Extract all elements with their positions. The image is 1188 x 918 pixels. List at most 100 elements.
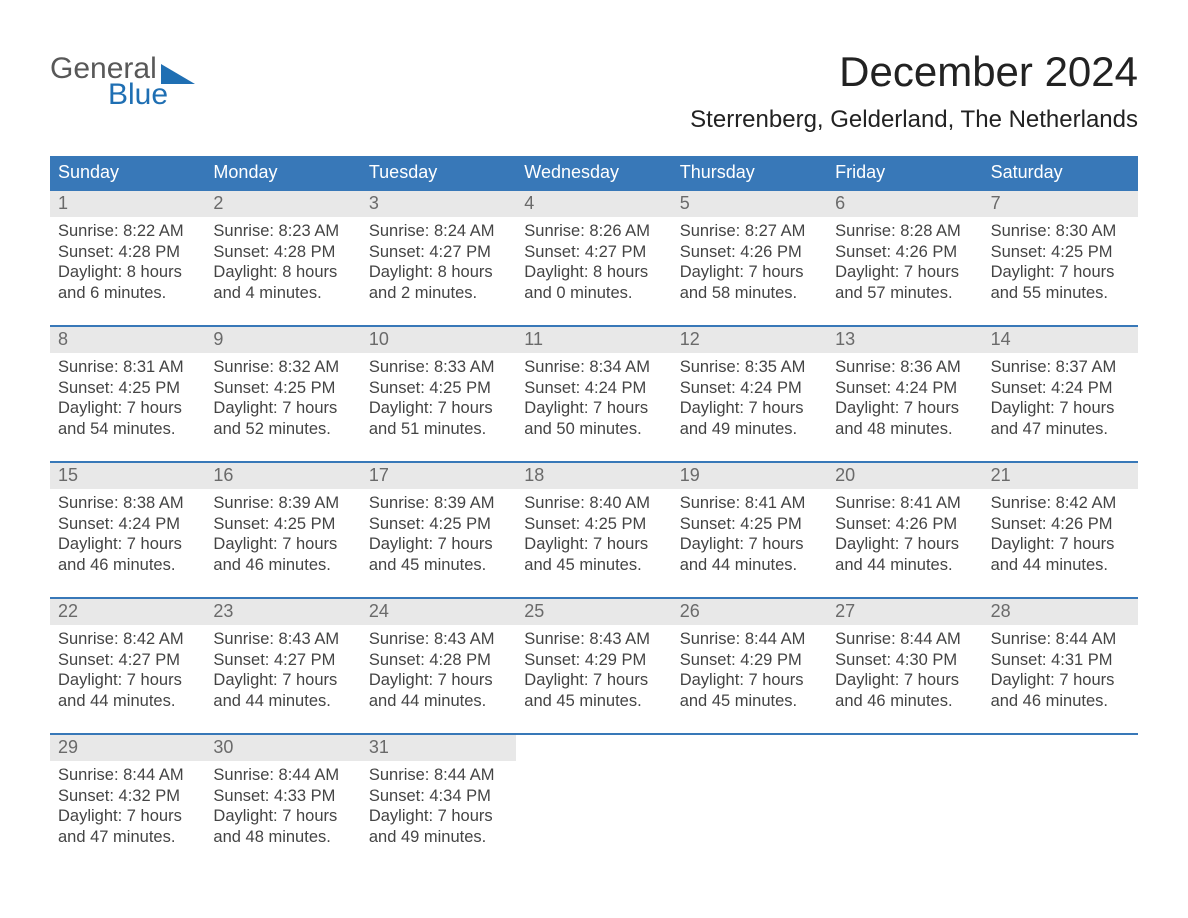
day-number: 3 [361, 191, 516, 217]
sunset-line: Sunset: 4:33 PM [213, 786, 352, 807]
day-cell: Sunrise: 8:42 AMSunset: 4:27 PMDaylight:… [50, 625, 205, 713]
day-number: 2 [205, 191, 360, 217]
sunset-line: Sunset: 4:29 PM [680, 650, 819, 671]
week-body-row: Sunrise: 8:22 AMSunset: 4:28 PMDaylight:… [50, 217, 1138, 305]
sunset-line: Sunset: 4:32 PM [58, 786, 197, 807]
sunset-line: Sunset: 4:25 PM [680, 514, 819, 535]
day-cell: Sunrise: 8:44 AMSunset: 4:33 PMDaylight:… [205, 761, 360, 849]
sunrise-line: Sunrise: 8:44 AM [369, 765, 508, 786]
daylight-line: Daylight: 7 hours and 44 minutes. [369, 670, 508, 711]
weekday-header-row: SundayMondayTuesdayWednesdayThursdayFrid… [50, 156, 1138, 191]
day-number: 8 [50, 327, 205, 353]
day-number: 27 [827, 599, 982, 625]
week-head-row: 22232425262728 [50, 597, 1138, 625]
sunset-line: Sunset: 4:26 PM [991, 514, 1130, 535]
sunset-line: Sunset: 4:30 PM [835, 650, 974, 671]
sunrise-line: Sunrise: 8:41 AM [680, 493, 819, 514]
weeks-container: 1234567Sunrise: 8:22 AMSunset: 4:28 PMDa… [50, 191, 1138, 849]
day-number: 1 [50, 191, 205, 217]
daylight-line: Daylight: 7 hours and 48 minutes. [835, 398, 974, 439]
day-cell: Sunrise: 8:44 AMSunset: 4:29 PMDaylight:… [672, 625, 827, 713]
header-row: General Blue December 2024 Sterrenberg, … [50, 48, 1138, 148]
daylight-line: Daylight: 7 hours and 45 minutes. [369, 534, 508, 575]
day-cell: Sunrise: 8:39 AMSunset: 4:25 PMDaylight:… [205, 489, 360, 577]
title-block: December 2024 Sterrenberg, Gelderland, T… [690, 48, 1138, 148]
sunset-line: Sunset: 4:28 PM [58, 242, 197, 263]
sunrise-line: Sunrise: 8:32 AM [213, 357, 352, 378]
weekday-header: Wednesday [516, 156, 671, 191]
sunset-line: Sunset: 4:24 PM [991, 378, 1130, 399]
daylight-line: Daylight: 8 hours and 6 minutes. [58, 262, 197, 303]
day-number: 16 [205, 463, 360, 489]
day-number: 19 [672, 463, 827, 489]
sunset-line: Sunset: 4:25 PM [991, 242, 1130, 263]
weekday-header: Friday [827, 156, 982, 191]
sunset-line: Sunset: 4:27 PM [58, 650, 197, 671]
sunrise-line: Sunrise: 8:44 AM [58, 765, 197, 786]
sunrise-line: Sunrise: 8:28 AM [835, 221, 974, 242]
daylight-line: Daylight: 7 hours and 46 minutes. [991, 670, 1130, 711]
sunset-line: Sunset: 4:25 PM [213, 378, 352, 399]
daylight-line: Daylight: 8 hours and 4 minutes. [213, 262, 352, 303]
sunset-line: Sunset: 4:26 PM [835, 242, 974, 263]
day-cell: Sunrise: 8:26 AMSunset: 4:27 PMDaylight:… [516, 217, 671, 305]
sunset-line: Sunset: 4:25 PM [369, 378, 508, 399]
day-cell: Sunrise: 8:44 AMSunset: 4:34 PMDaylight:… [361, 761, 516, 849]
sunrise-line: Sunrise: 8:37 AM [991, 357, 1130, 378]
day-number: 5 [672, 191, 827, 217]
sunrise-line: Sunrise: 8:40 AM [524, 493, 663, 514]
daylight-line: Daylight: 7 hours and 50 minutes. [524, 398, 663, 439]
calendar: SundayMondayTuesdayWednesdayThursdayFrid… [50, 156, 1138, 849]
day-cell: Sunrise: 8:43 AMSunset: 4:29 PMDaylight:… [516, 625, 671, 713]
week-body-row: Sunrise: 8:38 AMSunset: 4:24 PMDaylight:… [50, 489, 1138, 577]
day-number: 10 [361, 327, 516, 353]
sunrise-line: Sunrise: 8:30 AM [991, 221, 1130, 242]
logo: General Blue [50, 48, 195, 110]
calendar-page: General Blue December 2024 Sterrenberg, … [0, 0, 1188, 889]
day-cell: Sunrise: 8:39 AMSunset: 4:25 PMDaylight:… [361, 489, 516, 577]
daylight-line: Daylight: 7 hours and 44 minutes. [58, 670, 197, 711]
day-number: 26 [672, 599, 827, 625]
weekday-header: Tuesday [361, 156, 516, 191]
day-cell: Sunrise: 8:24 AMSunset: 4:27 PMDaylight:… [361, 217, 516, 305]
day-cell [672, 761, 827, 849]
day-cell: Sunrise: 8:43 AMSunset: 4:27 PMDaylight:… [205, 625, 360, 713]
day-cell: Sunrise: 8:44 AMSunset: 4:30 PMDaylight:… [827, 625, 982, 713]
sunset-line: Sunset: 4:25 PM [58, 378, 197, 399]
daylight-line: Daylight: 7 hours and 45 minutes. [680, 670, 819, 711]
sunset-line: Sunset: 4:27 PM [369, 242, 508, 263]
sunset-line: Sunset: 4:28 PM [213, 242, 352, 263]
sunset-line: Sunset: 4:24 PM [58, 514, 197, 535]
day-number [672, 735, 827, 761]
day-cell: Sunrise: 8:41 AMSunset: 4:25 PMDaylight:… [672, 489, 827, 577]
week-body-row: Sunrise: 8:31 AMSunset: 4:25 PMDaylight:… [50, 353, 1138, 441]
day-cell: Sunrise: 8:28 AMSunset: 4:26 PMDaylight:… [827, 217, 982, 305]
day-cell: Sunrise: 8:32 AMSunset: 4:25 PMDaylight:… [205, 353, 360, 441]
day-cell: Sunrise: 8:33 AMSunset: 4:25 PMDaylight:… [361, 353, 516, 441]
sunrise-line: Sunrise: 8:35 AM [680, 357, 819, 378]
weekday-header: Monday [205, 156, 360, 191]
daylight-line: Daylight: 7 hours and 44 minutes. [680, 534, 819, 575]
week-head-row: 293031 [50, 733, 1138, 761]
sunset-line: Sunset: 4:31 PM [991, 650, 1130, 671]
day-cell [983, 761, 1138, 849]
weekday-header: Thursday [672, 156, 827, 191]
sunrise-line: Sunrise: 8:41 AM [835, 493, 974, 514]
sunrise-line: Sunrise: 8:43 AM [524, 629, 663, 650]
day-number: 28 [983, 599, 1138, 625]
daylight-line: Daylight: 8 hours and 2 minutes. [369, 262, 508, 303]
sunset-line: Sunset: 4:25 PM [213, 514, 352, 535]
daylight-line: Daylight: 7 hours and 44 minutes. [835, 534, 974, 575]
sunset-line: Sunset: 4:24 PM [524, 378, 663, 399]
daylight-line: Daylight: 7 hours and 46 minutes. [58, 534, 197, 575]
sunset-line: Sunset: 4:27 PM [524, 242, 663, 263]
daylight-line: Daylight: 7 hours and 47 minutes. [991, 398, 1130, 439]
day-cell: Sunrise: 8:37 AMSunset: 4:24 PMDaylight:… [983, 353, 1138, 441]
daylight-line: Daylight: 7 hours and 44 minutes. [991, 534, 1130, 575]
day-number: 6 [827, 191, 982, 217]
weekday-header: Saturday [983, 156, 1138, 191]
sunset-line: Sunset: 4:24 PM [680, 378, 819, 399]
sunrise-line: Sunrise: 8:44 AM [213, 765, 352, 786]
day-cell: Sunrise: 8:41 AMSunset: 4:26 PMDaylight:… [827, 489, 982, 577]
daylight-line: Daylight: 7 hours and 46 minutes. [835, 670, 974, 711]
